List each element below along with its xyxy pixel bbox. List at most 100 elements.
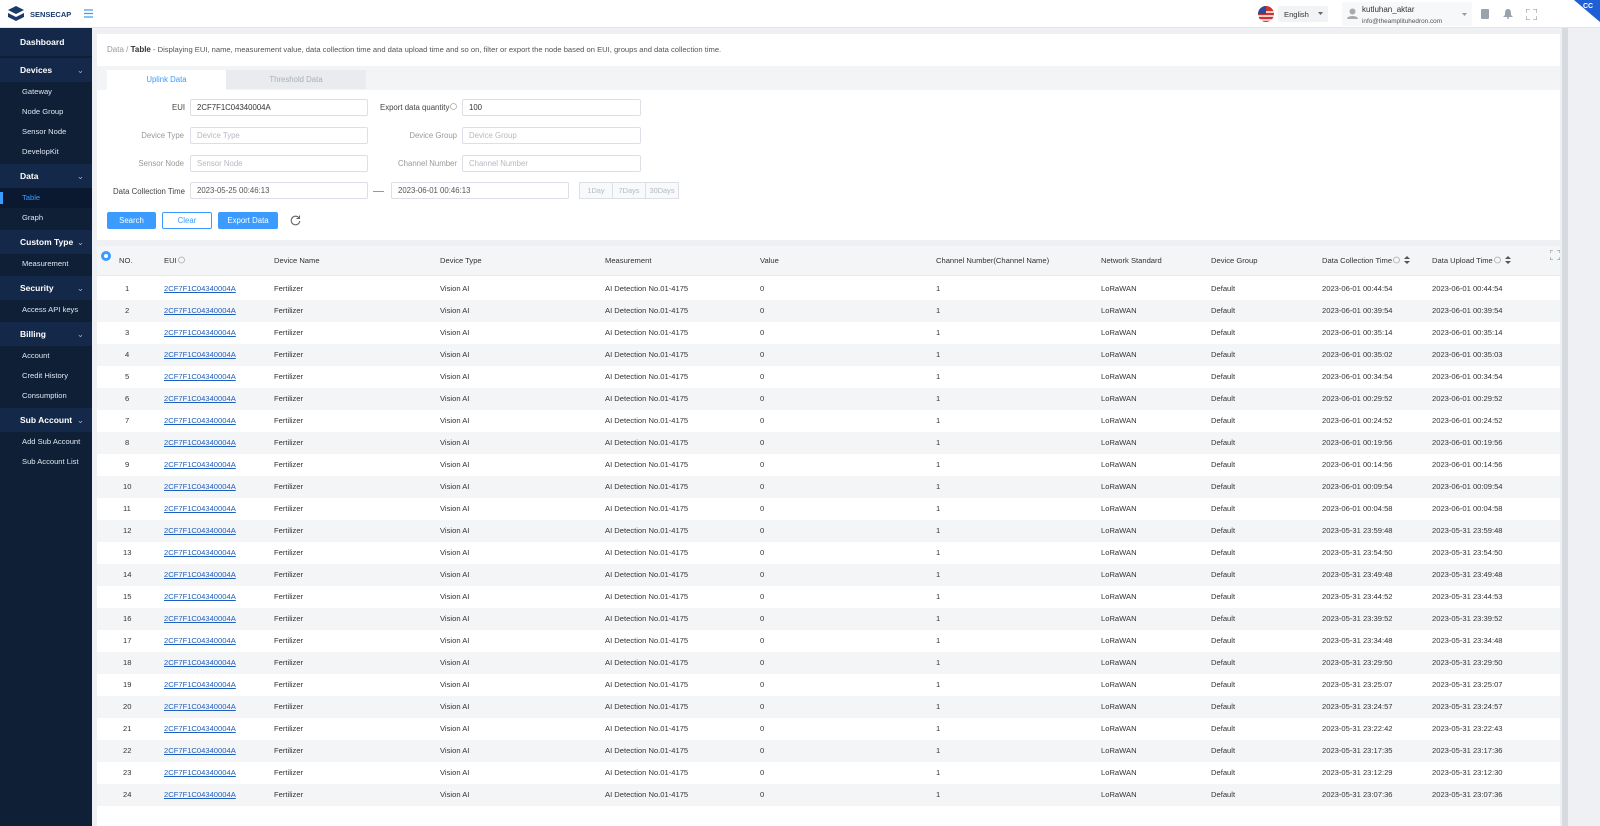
breadcrumb-parent[interactable]: Data / xyxy=(107,45,129,54)
eui-link[interactable]: 2CF7F1C04340004A xyxy=(164,394,236,403)
nav-item[interactable]: Table xyxy=(0,188,92,208)
refresh-icon[interactable] xyxy=(290,215,301,226)
column-header: NO. xyxy=(119,256,133,265)
eui-link[interactable]: 2CF7F1C04340004A xyxy=(164,438,236,447)
table-cell: 2023-06-01 00:39:54 xyxy=(1322,306,1393,315)
eui-link[interactable]: 2CF7F1C04340004A xyxy=(164,416,236,425)
eui-link[interactable]: 2CF7F1C04340004A xyxy=(164,592,236,601)
table-cell: Vision AI xyxy=(440,768,470,777)
table-cell: 0 xyxy=(760,548,765,557)
table-cell: Fertilizer xyxy=(274,680,304,689)
eui-link[interactable]: 2CF7F1C04340004A xyxy=(164,614,236,623)
table-cell: 2023-05-31 23:34:48 xyxy=(1322,636,1393,645)
table-cell: Vision AI xyxy=(440,306,470,315)
eui-link[interactable]: 2CF7F1C04340004A xyxy=(164,680,236,689)
nav-item[interactable]: Measurement xyxy=(22,259,69,268)
nav-item[interactable]: Gateway xyxy=(22,87,52,96)
sensor-node-select[interactable]: Sensor Node xyxy=(190,155,368,172)
doc-icon[interactable] xyxy=(1480,9,1490,19)
channel-select[interactable]: Channel Number xyxy=(462,155,641,172)
table-cell: 0 xyxy=(760,526,765,535)
table-cell: 2023-05-31 23:29:50 xyxy=(1322,658,1393,667)
field-label: EUI xyxy=(172,103,185,112)
table-row: 12 2CF7F1C04340004A Fertilizer Vision AI AI … xyxy=(97,520,1560,542)
quick-range[interactable]: 7Days xyxy=(612,182,646,199)
eui-link[interactable]: 2CF7F1C04340004A xyxy=(164,350,236,359)
eui-link[interactable]: 2CF7F1C04340004A xyxy=(164,746,236,755)
eui-link[interactable]: 2CF7F1C04340004A xyxy=(164,658,236,667)
table-cell: 1 xyxy=(936,306,941,315)
button[interactable]: Export Data xyxy=(218,212,278,229)
nav-item[interactable]: Access API keys xyxy=(22,305,79,314)
nav-section[interactable]: Custom Type ⌄ xyxy=(0,230,92,254)
button[interactable]: Clear xyxy=(162,212,212,229)
bell-icon[interactable] xyxy=(1503,9,1513,19)
nav-section[interactable]: Sub Account ⌄ xyxy=(0,408,92,432)
table-cell: 2023-05-31 23:39:52 xyxy=(1322,614,1393,623)
table-cell: 2023-06-01 00:14:56 xyxy=(1322,460,1393,469)
eui-link[interactable]: 2CF7F1C04340004A xyxy=(164,460,236,469)
eui-link[interactable]: 2CF7F1C04340004A xyxy=(164,768,236,777)
table-cell: 0 xyxy=(760,328,765,337)
quick-range[interactable]: 1Day xyxy=(579,182,613,199)
language-select[interactable]: English xyxy=(1278,6,1328,22)
nav-section[interactable]: Devices ⌄ xyxy=(0,58,92,82)
nav-section[interactable]: Data ⌄ xyxy=(0,164,92,188)
fullscreen-icon[interactable] xyxy=(1526,9,1537,20)
nav-section[interactable]: Dashboard xyxy=(0,28,92,56)
eui-link[interactable]: 2CF7F1C04340004A xyxy=(164,790,236,799)
table-header xyxy=(97,246,1560,276)
table-cell: LoRaWAN xyxy=(1101,328,1137,337)
nav-item[interactable]: Consumption xyxy=(22,391,67,400)
sidebar: Dashboard Devices ⌄ Gateway Node Group Sensor… xyxy=(0,28,92,826)
eui-link[interactable]: 2CF7F1C04340004A xyxy=(164,504,236,513)
nav-item[interactable]: Credit History xyxy=(22,371,68,380)
nav-item[interactable]: Sub Account List xyxy=(22,457,79,466)
export-quantity-input[interactable]: 100 xyxy=(462,99,641,116)
table-cell: 10 xyxy=(123,482,132,491)
table-cell: Default xyxy=(1211,482,1236,491)
table-cell: Fertilizer xyxy=(274,746,304,755)
eui-link[interactable]: 2CF7F1C04340004A xyxy=(164,636,236,645)
nav-item[interactable]: Add Sub Account xyxy=(22,437,81,446)
header-icons[interactable] xyxy=(177,255,185,265)
header-icons[interactable] xyxy=(1393,255,1411,265)
button[interactable]: Search xyxy=(107,212,156,229)
eui-link[interactable]: 2CF7F1C04340004A xyxy=(164,526,236,535)
filter-panel: Data / Table - Displaying EUI, name, mea… xyxy=(97,34,1560,240)
nav-section[interactable]: Billing ⌄ xyxy=(0,322,92,346)
eui-link[interactable]: 2CF7F1C04340004A xyxy=(164,328,236,337)
eui-link[interactable]: 2CF7F1C04340004A xyxy=(164,570,236,579)
eui-link[interactable]: 2CF7F1C04340004A xyxy=(164,548,236,557)
user-menu[interactable]: kutluhan_aktar info@theamplituhedron.com xyxy=(1342,2,1472,26)
tab-active[interactable]: Uplink Data xyxy=(107,70,226,90)
nav-item[interactable]: Node Group xyxy=(22,107,64,116)
eui-link[interactable]: 2CF7F1C04340004A xyxy=(164,372,236,381)
header-icons[interactable] xyxy=(1493,255,1512,265)
table-cell: 22 xyxy=(123,746,132,755)
tab[interactable]: Threshold Data xyxy=(226,70,366,89)
nav-item[interactable]: Graph xyxy=(22,213,44,222)
expand-icon[interactable] xyxy=(1550,250,1560,260)
eui-link[interactable]: 2CF7F1C04340004A xyxy=(164,482,236,491)
settings-icon[interactable] xyxy=(101,251,111,261)
menu-toggle[interactable] xyxy=(84,9,93,18)
nav-item[interactable]: Account xyxy=(22,351,50,360)
start-time-input[interactable]: 2023-05-25 00:46:13 xyxy=(190,182,368,199)
eui-input[interactable]: 2CF7F1C04340004A xyxy=(190,99,368,116)
end-time: 2023-06-01 00:46:13 xyxy=(398,186,471,195)
table-cell: 2023-05-31 23:59:48 xyxy=(1432,526,1503,535)
nav-item[interactable]: Sensor Node xyxy=(22,127,67,136)
table-cell: Default xyxy=(1211,724,1236,733)
eui-link[interactable]: 2CF7F1C04340004A xyxy=(164,724,236,733)
device-type-select[interactable]: Device Type xyxy=(190,127,368,144)
quick-range[interactable]: 30Days xyxy=(645,182,679,199)
nav-section[interactable]: Security ⌄ xyxy=(0,276,92,300)
device-group-select[interactable]: Device Group xyxy=(462,127,641,144)
eui-link[interactable]: 2CF7F1C04340004A xyxy=(164,702,236,711)
nav-item[interactable]: DevelopKit xyxy=(22,147,59,156)
table-cell: 1 xyxy=(936,724,941,733)
eui-link[interactable]: 2CF7F1C04340004A xyxy=(164,306,236,315)
end-time-input[interactable]: 2023-06-01 00:46:13 xyxy=(391,182,569,199)
eui-link[interactable]: 2CF7F1C04340004A xyxy=(164,284,236,293)
